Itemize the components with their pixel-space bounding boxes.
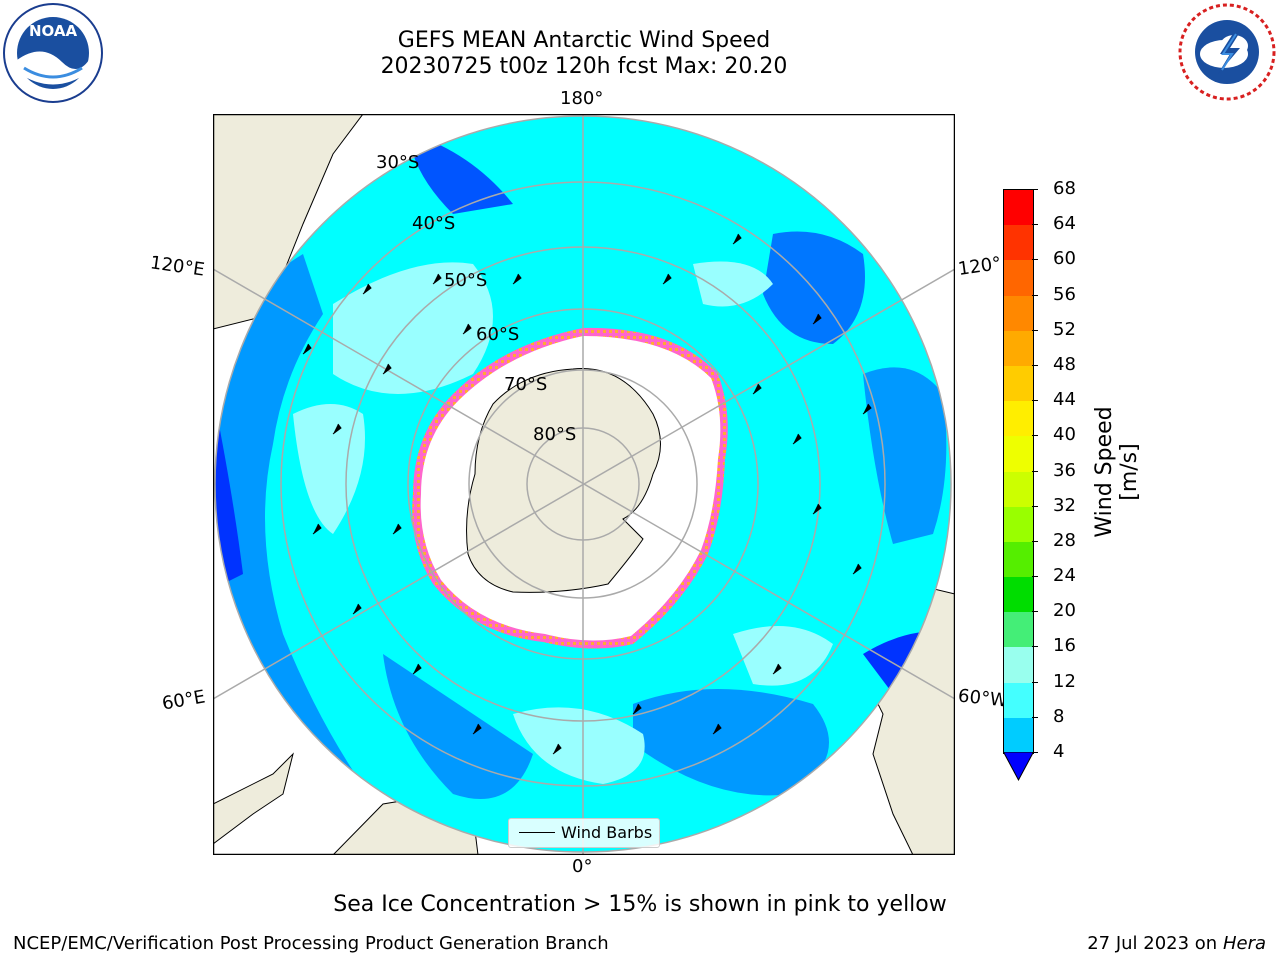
- lat-label-80s: 80°S: [533, 424, 577, 445]
- colorbar-tick-label: 48: [1053, 353, 1076, 375]
- lon-label-180: 180°: [560, 88, 604, 109]
- colorbar-segment: [1004, 330, 1033, 367]
- colorbar-tick-mark: [1032, 752, 1038, 753]
- colorbar-segment: [1004, 365, 1033, 402]
- lon-label-0: 0°: [572, 856, 593, 877]
- wind-barb-legend-line: [519, 832, 555, 833]
- colorbar-tick-mark: [1032, 364, 1038, 366]
- colorbar-tick-mark: [1032, 681, 1038, 683]
- lat-label-50s: 50°S: [444, 270, 488, 291]
- colorbar-segment: [1004, 225, 1033, 261]
- colorbar-tick-label: 40: [1053, 424, 1076, 446]
- colorbar-tick-label: 44: [1053, 389, 1076, 411]
- colorbar-tick-mark: [1032, 646, 1038, 648]
- svg-text:NOAA: NOAA: [29, 22, 78, 40]
- antarctica: [412, 327, 728, 649]
- colorbar-tick-mark: [1032, 329, 1038, 331]
- colorbar-tick-label: 52: [1053, 318, 1076, 340]
- colorbar-tick-mark: [1032, 224, 1038, 226]
- lat-label-30s: 30°S: [376, 152, 420, 173]
- colorbar-segment: [1004, 647, 1033, 684]
- colorbar-tick-label: 8: [1053, 705, 1065, 727]
- colorbar-tick-mark: [1032, 611, 1038, 613]
- colorbar-tick-label: 64: [1053, 213, 1076, 235]
- colorbar-tick-label: 60: [1053, 248, 1076, 270]
- colorbar-tick-mark: [1032, 540, 1038, 542]
- legend-label: Wind Barbs: [561, 823, 653, 842]
- colorbar-under-triangle: [1003, 752, 1034, 782]
- colorbar: [1003, 189, 1034, 754]
- colorbar-tick-label: 56: [1053, 283, 1076, 305]
- colorbar-tick-mark: [1032, 435, 1038, 437]
- lon-label-120w: 120°: [956, 253, 1003, 280]
- colorbar-tick-label: 28: [1053, 529, 1076, 551]
- lat-label-70s: 70°S: [504, 374, 548, 395]
- colorbar-tick-label: 32: [1053, 494, 1076, 516]
- footer-date: 27 Jul 2023 on Hera: [1087, 933, 1266, 954]
- footer-credit: NCEP/EMC/Verification Post Processing Pr…: [13, 933, 609, 954]
- nws-logo: [1178, 3, 1276, 101]
- colorbar-segment: [1004, 471, 1033, 508]
- lat-label-40s: 40°S: [412, 213, 456, 234]
- colorbar-tick-mark: [1032, 716, 1038, 718]
- colorbar-segment: [1004, 401, 1033, 437]
- polar-map: [213, 114, 955, 855]
- footer-host: Hera: [1222, 933, 1266, 954]
- lon-label-120e: 120°E: [148, 252, 206, 281]
- colorbar-segment: [1004, 577, 1033, 613]
- colorbar-tick-label: 68: [1053, 178, 1076, 199]
- wind-barbs: [302, 233, 872, 755]
- colorbar-tick-label: 16: [1053, 635, 1076, 657]
- colorbar-tick-mark: [1032, 259, 1038, 261]
- footer-date-text: 27 Jul 2023 on: [1087, 933, 1223, 954]
- colorbar-segment: [1004, 506, 1033, 543]
- colorbar-tick-mark: [1032, 505, 1038, 507]
- chart-subtitle: 20230725 t00z 120h fcst Max: 20.20: [380, 54, 788, 79]
- colorbar-segment: [1004, 260, 1033, 297]
- graticule: [213, 114, 955, 855]
- colorbar-tick-mark: [1032, 294, 1038, 296]
- colorbar-segment: [1004, 436, 1033, 472]
- map-legend: Wind Barbs: [508, 818, 660, 848]
- colorbar-tick-mark: [1032, 576, 1038, 578]
- colorbar-label: Wind Speed [m/s]: [1092, 406, 1142, 538]
- colorbar-tick-label: 24: [1053, 565, 1076, 587]
- colorbar-segment: [1004, 190, 1033, 226]
- colorbar-segment: [1004, 295, 1033, 332]
- colorbar-tick-label: 36: [1053, 459, 1076, 481]
- colorbar-segment: [1004, 682, 1033, 719]
- map-frame: [213, 114, 955, 855]
- colorbar-segment: [1004, 717, 1033, 754]
- colorbar-tick-mark: [1032, 400, 1038, 402]
- colorbar-tick-mark: [1032, 189, 1038, 190]
- colorbar-tick-label: 12: [1053, 670, 1076, 692]
- colorbar-segment: [1004, 612, 1033, 648]
- noaa-logo: NOAA: [3, 3, 103, 103]
- colorbar-segment: [1004, 541, 1033, 578]
- lon-label-60w: 60°W: [957, 685, 1009, 712]
- lat-label-60s: 60°S: [476, 324, 520, 345]
- lon-label-60e: 60°E: [160, 686, 207, 715]
- colorbar-tick-label: 20: [1053, 600, 1076, 622]
- colorbar-tick-label: 4: [1053, 741, 1065, 762]
- colorbar-tick-mark: [1032, 470, 1038, 472]
- sea-ice-note: Sea Ice Concentration > 15% is shown in …: [333, 892, 947, 917]
- chart-title: GEFS MEAN Antarctic Wind Speed: [397, 28, 771, 53]
